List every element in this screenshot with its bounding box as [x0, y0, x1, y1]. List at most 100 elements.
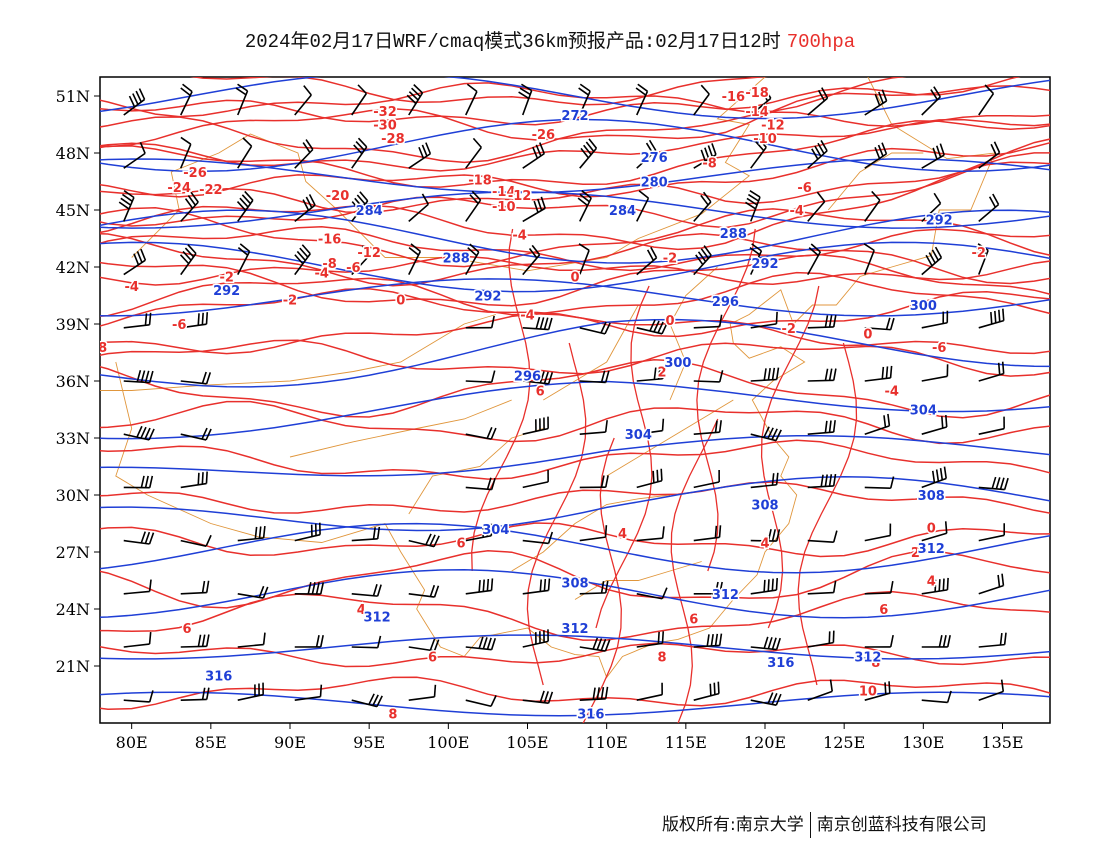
footer-divider [809, 812, 811, 838]
wind-barb [522, 578, 551, 595]
temperature-label: -6 [797, 181, 811, 196]
wind-barb [750, 87, 772, 116]
wind-barb [921, 414, 948, 435]
isotherm-line [760, 285, 820, 629]
lat-tick-label: 48N [56, 144, 90, 163]
wind-barb [693, 143, 717, 169]
wind-barb [351, 584, 382, 597]
wind-barb [180, 634, 210, 648]
wind-barb [745, 189, 761, 222]
isotherm-line [582, 437, 622, 723]
isotherm-line [100, 359, 1050, 419]
wind-barb [180, 471, 208, 489]
height-label: 292 [751, 257, 778, 272]
wind-barbs [118, 83, 1009, 708]
map-axes: 51N 48N 45N 42N 39N 36N 33N 30N 27N 24N 21N 80E 85E 9… [56, 87, 1024, 752]
height-contour-line [100, 191, 1050, 229]
temperature-label: -8 [702, 157, 716, 172]
map-title: 2024年02月17日WRF/cmaq模式36km预报产品:02月17日12时 7… [0, 26, 1100, 53]
temperature-label: -6 [172, 318, 186, 333]
isotherm-line [100, 138, 1050, 214]
isotherm-line [100, 232, 1050, 287]
wind-barb [750, 137, 767, 169]
temperature-label: 0 [927, 521, 936, 536]
title-text: 2024年02月17日WRF/cmaq模式36km预报产品:02月17日12时 [244, 31, 781, 53]
temperature-label: 4 [618, 527, 627, 542]
wind-barb [465, 370, 496, 383]
footer: 版权所有:南京大学 南京创蓝科技有限公司 [662, 810, 987, 838]
temperature-label: 8 [871, 656, 880, 671]
wind-barb [294, 85, 312, 116]
isotherm-line [595, 285, 653, 629]
wind-barb [864, 190, 881, 222]
wind-barb [237, 632, 266, 648]
height-contour-line [100, 522, 1050, 574]
height-label: 316 [577, 708, 604, 723]
wind-barb [579, 138, 598, 169]
temperature-label: 6 [536, 385, 545, 400]
temperature-label: 8 [388, 708, 397, 723]
temperature-label: 0 [570, 271, 579, 286]
wind-barb [123, 142, 146, 169]
wind-barb [864, 523, 892, 542]
wind-barb [351, 526, 381, 542]
wind-barb [522, 244, 541, 276]
wind-barb [693, 191, 712, 222]
isotherm-line [100, 439, 1050, 480]
wind-barb [123, 88, 146, 116]
wind-barb [921, 635, 951, 648]
lon-tick-label: 100E [427, 733, 469, 752]
wind-barb [577, 190, 592, 222]
temperature-label: 0 [396, 293, 405, 308]
temperature-label: 4 [760, 537, 769, 552]
wind-barb [522, 142, 546, 169]
lat-tick-label: 33N [56, 429, 90, 448]
temperature-label: 2 [658, 366, 667, 381]
wind-barb [750, 529, 781, 542]
wind-barb [921, 143, 945, 169]
isotherm-line [100, 642, 1050, 668]
wind-barb [636, 418, 665, 435]
wind-barb [693, 84, 710, 116]
lat-tick-label: 24N [56, 600, 90, 619]
height-contour-line [100, 318, 1050, 388]
wind-barb [408, 243, 422, 275]
wind-barb [807, 87, 829, 116]
wind-barb [978, 632, 1007, 648]
wind-barb [180, 534, 212, 547]
wind-barb [635, 83, 649, 116]
temperature-label: -2 [972, 246, 986, 261]
isotherm-line [100, 271, 1050, 317]
height-contour-line [100, 569, 1050, 619]
wind-barb [693, 314, 723, 329]
wind-barb [235, 83, 249, 116]
wind-barb [237, 243, 251, 275]
height-label: 272 [561, 109, 588, 124]
height-label: 304 [625, 428, 652, 443]
isotherm-line [471, 228, 531, 572]
wind-barb [636, 190, 650, 222]
height-contour-line [100, 380, 1050, 440]
wind-barb [693, 525, 722, 542]
wind-barb [636, 587, 668, 600]
isotherm-line [670, 418, 719, 723]
wind-barb [118, 189, 135, 222]
lat-tick-label: 27N [56, 543, 90, 562]
wind-barb [749, 243, 763, 275]
height-label: 284 [609, 204, 636, 219]
geopotential-height-contours [100, 77, 1050, 717]
height-contour-line [100, 77, 1050, 120]
wind-barb [693, 469, 720, 489]
wind-barb [807, 314, 837, 329]
lat-tick-label: 21N [56, 657, 90, 676]
wind-barb [408, 584, 440, 598]
height-label: 312 [918, 542, 945, 557]
height-label: 308 [751, 499, 778, 514]
wind-barb [864, 413, 891, 435]
temperature-label: -30 [373, 119, 397, 134]
height-label: 288 [443, 252, 470, 267]
wind-barb [522, 629, 549, 648]
lat-tick-label: 45N [56, 201, 90, 220]
lat-tick-label: 39N [56, 315, 90, 334]
